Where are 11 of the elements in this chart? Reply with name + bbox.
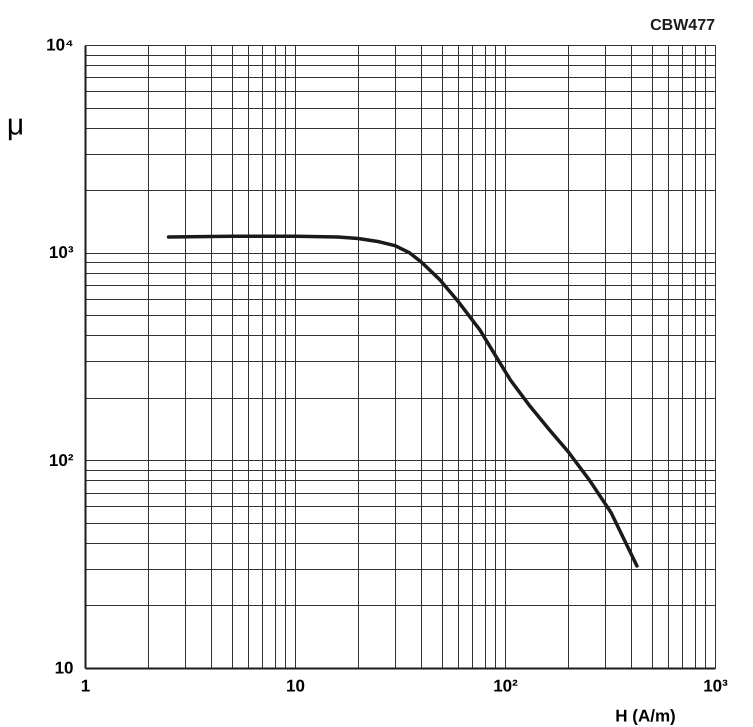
text: CBW477 [650, 17, 716, 34]
x-tick-label: 10² [493, 676, 518, 696]
x-tick-label: 1 [80, 676, 90, 696]
y-tick-label: 10³ [48, 243, 74, 262]
y-tick-label: 10⁴ [46, 36, 74, 54]
x-axis-title: H (A/m) [615, 706, 676, 726]
y-tick-label: 10 [54, 658, 74, 678]
x-tick-label: 10 [286, 676, 305, 696]
x-tick-label: 10³ [703, 676, 728, 696]
y-axis-title: μ [6, 108, 24, 142]
y-tick-label: 10² [48, 450, 74, 470]
